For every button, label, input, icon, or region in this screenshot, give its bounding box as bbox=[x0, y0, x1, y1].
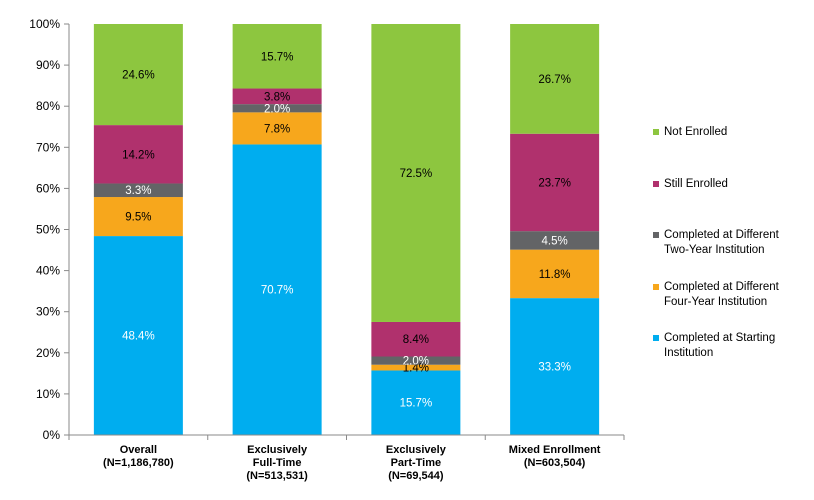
y-tick-label: 60% bbox=[36, 181, 60, 195]
x-category-label: Exclusively Part-Time (N=69,544) bbox=[386, 444, 447, 482]
legend-swatch bbox=[653, 284, 659, 290]
y-tick-label: 80% bbox=[36, 99, 60, 113]
bar-segment bbox=[232, 104, 322, 113]
bar-segment bbox=[232, 24, 322, 89]
legend-swatch bbox=[653, 232, 659, 238]
data-label: 7.8% bbox=[264, 123, 290, 135]
legend-label: Completed at Starting Institution bbox=[664, 332, 775, 359]
data-label: 15.7% bbox=[261, 51, 294, 63]
data-label: 11.8% bbox=[539, 269, 571, 281]
y-tick-label: 90% bbox=[36, 58, 60, 72]
data-label: 2.0% bbox=[264, 103, 290, 115]
x-category-label: Exclusively Full-Time (N=513,531) bbox=[246, 444, 308, 482]
bar-segment bbox=[510, 24, 600, 134]
legend-swatch bbox=[653, 181, 659, 187]
legend-label: Completed at Different Four-Year Institut… bbox=[664, 281, 780, 308]
bar-segment bbox=[93, 24, 183, 126]
bar-segment bbox=[232, 88, 322, 105]
bar-segment bbox=[93, 183, 183, 198]
data-label: 23.7% bbox=[538, 177, 571, 189]
data-label: 1.4% bbox=[403, 363, 429, 375]
y-tick-label: 0% bbox=[43, 428, 61, 442]
bar-segment bbox=[232, 112, 322, 145]
data-label: 33.3% bbox=[538, 362, 571, 374]
bar-segment bbox=[510, 249, 600, 299]
data-label: 8.4% bbox=[403, 334, 429, 346]
legend-label: Still Enrolled bbox=[664, 178, 728, 190]
bar-segment bbox=[371, 364, 461, 371]
data-label: 14.2% bbox=[122, 149, 155, 161]
y-axis: 0% 10% 20% 30% 40% 50% 60% 70% 80% 90% 100% bbox=[29, 17, 70, 442]
data-label: 72.5% bbox=[400, 168, 433, 180]
y-tick-label: 40% bbox=[36, 264, 60, 278]
x-axis: Overall (N=1,186,780) Exclusively Full-Time… bbox=[68, 434, 625, 482]
bar-segment bbox=[510, 133, 600, 232]
bar-labels: 48.4%9.5%3.3%14.2%24.6%70.7%7.8%2.0%3.8%… bbox=[122, 51, 571, 409]
data-label: 24.6% bbox=[122, 70, 155, 82]
data-label: 3.8% bbox=[264, 91, 290, 103]
bar-segment bbox=[510, 298, 600, 435]
data-label: 3.3% bbox=[125, 185, 151, 197]
bar-segment bbox=[93, 197, 183, 237]
bar-segment bbox=[371, 24, 461, 322]
x-category-label: Overall (N=1,186,780) bbox=[103, 444, 174, 469]
y-tick-label: 70% bbox=[36, 140, 60, 154]
data-label: 4.5% bbox=[542, 235, 568, 247]
y-tick-label: 10% bbox=[36, 387, 60, 401]
data-label: 26.7% bbox=[538, 74, 571, 86]
legend-swatch bbox=[653, 129, 659, 135]
bar-segment bbox=[93, 236, 183, 435]
legend: Not Enrolled Still Enrolled Completed at D… bbox=[653, 126, 780, 359]
bar-segment bbox=[371, 370, 461, 435]
legend-swatch bbox=[653, 335, 659, 341]
bar-segment bbox=[371, 356, 461, 365]
data-label: 9.5% bbox=[125, 212, 151, 224]
legend-label: Not Enrolled bbox=[664, 126, 727, 138]
legend-label: Completed at Different Two-Year Instituti… bbox=[664, 229, 780, 256]
bars bbox=[93, 24, 600, 435]
data-label: 2.0% bbox=[403, 356, 429, 368]
bar-segment bbox=[93, 125, 183, 184]
x-category-label: Mixed Enrollment (N=603,504) bbox=[509, 444, 601, 469]
bar-segment bbox=[371, 321, 461, 357]
data-label: 15.7% bbox=[400, 398, 433, 410]
bar-segment bbox=[232, 144, 322, 435]
bar-segment bbox=[510, 231, 600, 250]
y-tick-label: 20% bbox=[36, 346, 60, 360]
y-tick-label: 50% bbox=[36, 223, 60, 237]
y-tick-label: 30% bbox=[36, 305, 60, 319]
y-tick-label: 100% bbox=[29, 17, 60, 31]
data-label: 70.7% bbox=[261, 285, 294, 297]
data-label: 48.4% bbox=[122, 331, 155, 343]
